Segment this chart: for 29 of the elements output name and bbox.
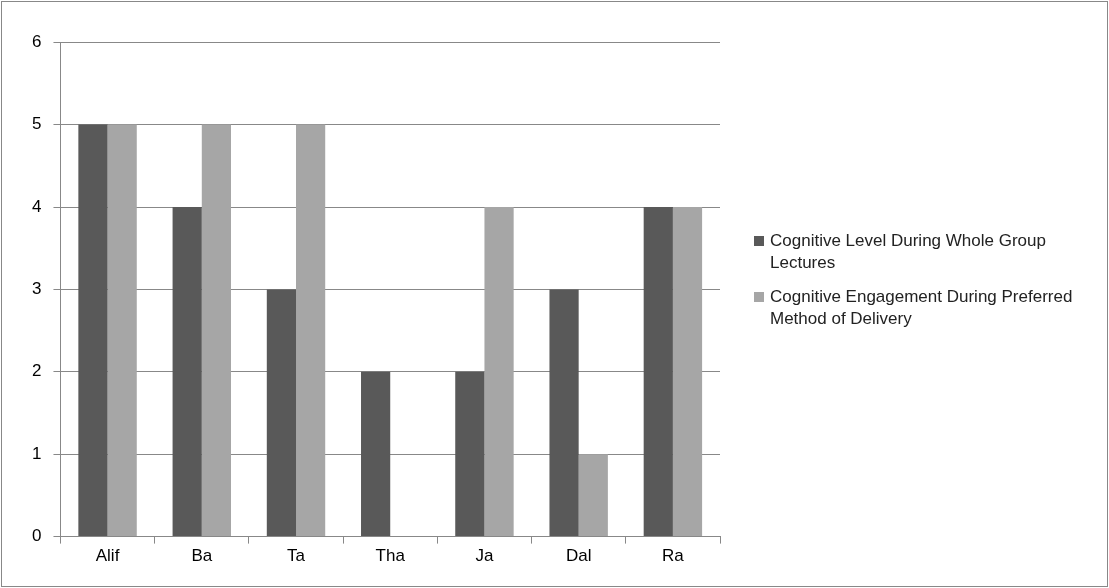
x-tick-label: Dal xyxy=(565,546,592,566)
bar xyxy=(107,124,137,537)
y-tick-label: 3 xyxy=(31,279,42,299)
x-tick-label: Ba xyxy=(191,546,213,566)
bar xyxy=(672,207,703,537)
bar xyxy=(361,371,391,537)
y-tick-label: 5 xyxy=(31,114,42,134)
bar xyxy=(201,124,231,537)
y-tick-label: 2 xyxy=(31,361,42,381)
legend-label: Cognitive Level During Whole Group Lectures xyxy=(770,230,1047,274)
bar xyxy=(296,124,326,537)
x-tick-label: Tha xyxy=(375,546,406,566)
bar xyxy=(172,207,202,537)
bar xyxy=(78,124,108,537)
y-tick-label: 0 xyxy=(31,526,42,546)
x-tick-label: Ja xyxy=(475,546,494,566)
x-tick-label: Ra xyxy=(662,546,685,566)
bar xyxy=(484,207,514,537)
bar xyxy=(578,454,608,537)
y-tick-label: 4 xyxy=(31,196,42,216)
bar xyxy=(266,289,297,537)
bar xyxy=(549,289,579,537)
bar xyxy=(455,371,485,537)
legend-label: Cognitive Engagement During Preferred Method of Delivery xyxy=(770,286,1074,330)
x-tick-label: Ta xyxy=(287,546,306,566)
x-tick-label: Alif xyxy=(95,546,120,566)
y-tick-label: 1 xyxy=(31,443,42,463)
bar xyxy=(643,207,673,537)
y-tick-label: 6 xyxy=(31,31,42,51)
